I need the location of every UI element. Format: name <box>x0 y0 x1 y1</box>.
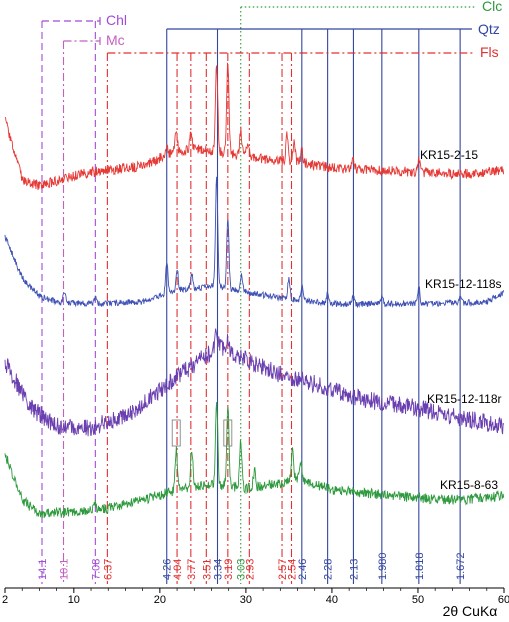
d-spacing-label: 1.672 <box>455 552 467 580</box>
d-spacing-label: 2.54 <box>286 559 298 580</box>
series-label: KR15-8-63 <box>440 478 498 492</box>
peak-marker-box <box>171 419 181 447</box>
x-axis-title: 2θ CuKα <box>443 603 498 619</box>
x-tick-label: 10 <box>68 594 80 606</box>
d-spacing-label: 3.51 <box>201 559 213 580</box>
legend-entry: Chl <box>106 12 127 28</box>
series-label: KR15-12-118r <box>427 392 501 406</box>
x-tick-label: 60 <box>498 594 509 606</box>
d-spacing-label: 1.980 <box>377 552 389 580</box>
phase-legend: Chl Mc Clc Qtz Fls <box>41 0 502 60</box>
legend-entry: Qtz <box>478 21 500 37</box>
legend-entry: Clc <box>482 0 502 14</box>
d-spacing-label: 2.46 <box>297 559 309 580</box>
d-spacing-label: 3.77 <box>186 559 198 580</box>
pattern-trace <box>4 401 505 519</box>
d-spacing-label: 2.28 <box>323 559 335 580</box>
d-spacing-label: 4.04 <box>172 559 184 580</box>
pattern-trace <box>4 176 505 309</box>
pattern-trace <box>4 62 505 191</box>
x-tick-label: 30 <box>240 594 252 606</box>
legend-entry: Fls <box>480 44 499 60</box>
peak-marker-box <box>223 419 233 447</box>
d-spacing-label: 3.03 <box>236 559 248 580</box>
x-tick-label: 20 <box>154 594 166 606</box>
d-spacing-label: 10.1 <box>59 559 71 580</box>
d-spacing-labels: 14.1 10.1 7.08 6.37 4.264.04 3.77 3.51 3.343.19… <box>37 552 467 580</box>
d-spacing-label: 3.19 <box>223 559 235 580</box>
series-label: KR15-2-15 <box>420 148 478 162</box>
pattern-traces: KR15-2-15 KR15-12-118s KR15-12-118r KR15-8-… <box>4 62 505 519</box>
d-spacing-label: 3.34 <box>213 559 225 580</box>
d-spacing-label: 2.93 <box>244 559 256 580</box>
x-tick-label: 2 <box>2 594 8 606</box>
d-spacing-label: 14.1 <box>37 559 49 580</box>
d-spacing-label: 2.13 <box>348 559 360 580</box>
x-axis: 2 10 20 30 40 50 60 <box>2 587 509 606</box>
x-tick-label: 40 <box>326 594 338 606</box>
d-spacing-label: 2.57 <box>277 559 289 580</box>
series-label: KR15-12-118s <box>425 277 502 291</box>
d-spacing-label: 7.08 <box>90 559 102 580</box>
d-spacing-label: 1.818 <box>414 552 426 580</box>
x-tick-label: 50 <box>412 594 424 606</box>
d-spacing-label: 6.37 <box>102 559 114 580</box>
legend-entry: Mc <box>106 32 125 48</box>
pattern-trace <box>4 328 505 437</box>
d-spacing-lines <box>41 7 461 584</box>
d-spacing-label: 4.26 <box>162 559 174 580</box>
